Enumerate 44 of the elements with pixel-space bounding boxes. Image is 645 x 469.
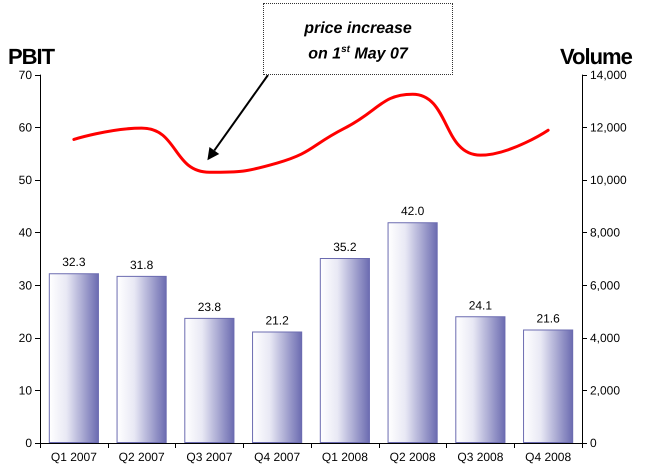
data-label: 21.6 [536,311,560,326]
y2-tick-label: 14,000 [590,68,628,82]
bar [116,276,167,443]
x-tick-label: Q1 2007 [50,450,98,464]
y-tick-label: 50 [18,173,32,188]
x-tick-label: Q1 2008 [322,450,368,464]
y-tick-label: 0 [25,436,32,450]
data-label: 23.8 [198,300,222,314]
x-tick-label: Q2 2007 [118,450,165,464]
x-tick-label: Q4 2008 [525,450,572,464]
line-series [72,92,550,174]
y2-tick-label: 12,000 [590,120,628,135]
bar [184,318,234,443]
y2-tick-label: 4,000 [590,330,620,345]
bar [388,222,438,443]
data-label: 31.8 [130,258,154,272]
y-tick-label: 30 [18,278,32,292]
y-axis-title: PBIT [8,44,54,70]
bar [523,329,574,443]
y2-tick-label: 2,000 [590,383,620,398]
y-tick-label: 70 [18,68,32,82]
bar [320,258,370,443]
y-tick-label: 60 [18,120,32,135]
bar [455,316,506,443]
y-tick-label: 20 [18,330,32,345]
data-label: 32.3 [62,255,86,270]
y-tick-label: 40 [18,226,32,240]
x-tick-label: Q3 2008 [457,450,504,464]
x-tick-label: Q2 2008 [390,450,436,464]
y2-tick-label: 6,000 [590,278,620,292]
y2-tick-label: 0 [590,436,597,450]
data-label: 24.1 [468,298,492,312]
y-tick-label: 10 [18,383,32,398]
bar [252,332,302,443]
y2-axis-title: Volume [560,44,632,70]
text: price increase on 1$^{st}$ May 07 [263,3,453,75]
data-label: 21.2 [265,314,290,328]
data-label: 35.2 [333,240,357,254]
bar [48,273,99,443]
x-tick-label: Q3 2007 [186,450,233,464]
x-tick-label: Q4 2007 [254,450,300,464]
y2-tick-label: 10,000 [590,173,628,188]
y2-tick-label: 8,000 [590,226,620,240]
data-label: 42.0 [400,204,425,218]
